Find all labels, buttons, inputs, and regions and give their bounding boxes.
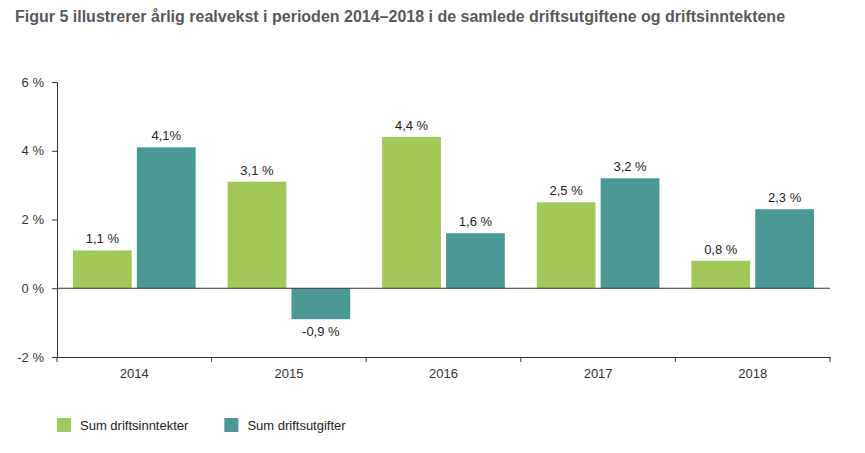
title-line: Figur 5 illustrerer årlig realvekst i pe… [15, 8, 785, 25]
title: Figur 5 illustrerer årlig realvekst i pe… [15, 8, 785, 25]
x-tick: 2017 [584, 357, 613, 381]
x-tick-label: 2018 [738, 366, 767, 381]
bar [446, 233, 505, 288]
legend: Sum driftsinntekter Sum driftsutgifter [57, 418, 346, 433]
chart: Figur 5 illustrerer årlig realvekst i pe… [0, 0, 865, 453]
y-tick-mark [52, 288, 57, 289]
data-label: 2,5 % [550, 183, 584, 198]
bar [537, 202, 596, 288]
y-tick-mark [52, 82, 57, 83]
x-band-tick [57, 357, 58, 362]
y-axis: -2 % 0 % 2 % 4 % 6 % [17, 75, 57, 365]
y-tick-label: 0 % [22, 281, 45, 296]
data-label: 0,8 % [704, 242, 738, 257]
y-tick-label: 4 % [22, 143, 45, 158]
x-tick-label: 2015 [274, 366, 303, 381]
legend-swatch [224, 418, 238, 432]
y-tick: 6 % [22, 75, 57, 90]
x-tick: 2018 [738, 357, 767, 381]
y-tick-label: 6 % [22, 75, 45, 90]
y-tick-label: 2 % [22, 212, 45, 227]
x-band-tick [830, 357, 831, 362]
bar [601, 178, 660, 288]
y-tick: 2 % [22, 212, 57, 227]
x-tick: 2015 [274, 357, 303, 381]
zero-line [57, 288, 830, 289]
x-band-tick [675, 357, 676, 362]
x-band-tick [366, 357, 367, 362]
x-tick-label: 2016 [429, 366, 458, 381]
y-axis-line [52, 83, 58, 358]
x-axis-line [58, 357, 831, 358]
x-tick-label: 2017 [584, 366, 613, 381]
y-tick: 4 % [22, 143, 57, 158]
x-tick: 2016 [429, 357, 458, 381]
data-label: 4,1% [151, 128, 181, 143]
bar [382, 137, 441, 288]
y-tick-mark [52, 357, 57, 358]
data-label: 1,6 % [459, 214, 493, 229]
y-tick: 0 % [22, 281, 57, 296]
bar [228, 182, 287, 289]
bars [73, 137, 814, 319]
data-label: -0,9 % [302, 324, 340, 339]
data-label: 1,1 % [86, 231, 120, 246]
y-tick: -2 % [17, 350, 57, 365]
legend-label: Sum driftsinntekter [80, 418, 189, 433]
bar [73, 250, 132, 288]
x-band-ticks [57, 357, 830, 362]
legend-label: Sum driftsutgifter [247, 418, 346, 433]
data-label: 3,2 % [613, 159, 647, 174]
x-band-tick [520, 357, 521, 362]
x-axis: 2014 2015 2016 2017 2018 [58, 357, 831, 381]
data-label: 4,4 % [395, 118, 429, 133]
data-labels: 1,1 % 3,1 % 4,4 % 2,5 % 0,8 % 4,1% -0,9 % 1,6 %… [86, 118, 802, 339]
y-tick-mark [52, 220, 57, 221]
bar [755, 209, 814, 288]
legend-item: Sum driftsutgifter [224, 418, 346, 433]
y-tick-mark [52, 151, 57, 152]
x-tick: 2014 [120, 357, 149, 381]
y-tick-label: -2 % [17, 350, 44, 365]
legend-swatch [57, 418, 71, 432]
legend-item: Sum driftsinntekter [57, 418, 189, 433]
bar [291, 288, 350, 319]
bar [691, 261, 750, 289]
x-tick-label: 2014 [120, 366, 149, 381]
bar [137, 147, 196, 288]
data-label: 3,1 % [240, 163, 274, 178]
x-band-tick [211, 357, 212, 362]
data-label: 2,3 % [768, 190, 802, 205]
